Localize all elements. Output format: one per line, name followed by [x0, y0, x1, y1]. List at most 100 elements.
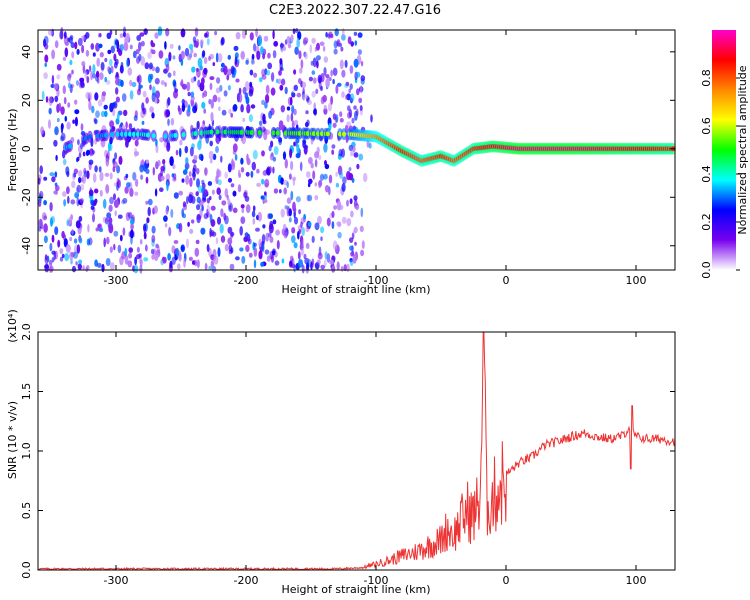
- spectrogram-noise-mark: [280, 105, 285, 113]
- spectrogram-noise-mark: [78, 152, 82, 158]
- spectrogram-noise-mark: [174, 88, 178, 93]
- spectrogram-noise-mark: [250, 59, 255, 65]
- spectrogram-noise-mark: [151, 112, 155, 119]
- spectrogram-noise-mark: [267, 62, 273, 70]
- spectrogram-noise-mark: [56, 88, 60, 97]
- spectrogram-noise-mark: [155, 144, 159, 154]
- spectrogram-noise-mark: [151, 234, 156, 243]
- spectrogram-noise-mark: [208, 150, 214, 161]
- snr-x-axis-label: Height of straight line (km): [281, 583, 430, 596]
- spectrogram-noise-mark: [199, 39, 204, 46]
- spectrogram-noise-mark: [74, 109, 80, 115]
- spectrogram-noise-mark: [45, 96, 49, 103]
- spectrogram-noise-mark: [62, 191, 67, 197]
- spectrogram-noise-mark: [182, 213, 187, 219]
- spectrogram-noise-mark: [103, 104, 108, 110]
- spectrogram-noise-mark: [232, 143, 238, 153]
- spectrogram-noise-mark: [316, 259, 321, 265]
- spectrogram-noise-mark: [135, 254, 141, 260]
- spectrogram-noise-mark: [290, 112, 294, 122]
- spectrogram-noise-mark: [209, 76, 215, 81]
- spectrogram-noise-mark: [307, 194, 313, 202]
- spectrogram-noise-mark: [172, 70, 176, 77]
- spectrogram-noise-mark: [164, 82, 167, 87]
- spectrogram-noise-mark: [286, 181, 289, 189]
- spectrogram-noise-mark: [59, 248, 64, 255]
- spectrogram-noise-mark: [159, 187, 164, 192]
- spectrogram-noise-mark: [41, 90, 45, 101]
- spectrogram-noise-mark: [336, 200, 342, 211]
- spectrogram-noise-mark: [67, 82, 71, 89]
- spectrogram-noise-mark: [360, 207, 364, 218]
- spectrogram-noise-mark: [108, 204, 113, 212]
- spectrogram-noise-mark: [263, 199, 268, 203]
- spectrogram-noise-mark: [287, 43, 292, 49]
- spectrogram-noise-mark: [370, 114, 373, 123]
- spectrogram-noise-mark: [121, 251, 126, 260]
- spectrogram-noise-mark: [260, 261, 264, 267]
- spectrogram-noise-mark: [260, 46, 264, 55]
- spectrogram-noise-mark: [114, 39, 119, 46]
- spectrogram-noise-mark: [272, 250, 276, 256]
- snr-x-tick-label: 0: [503, 574, 510, 587]
- spectrogram-noise-mark: [56, 63, 62, 71]
- spectrogram-noise-mark: [296, 143, 300, 154]
- spectrogram-noise-mark: [43, 235, 48, 244]
- spectrogram-noise-mark: [341, 91, 345, 98]
- spectrogram-noise-mark: [71, 265, 77, 273]
- spectrogram-noise-mark: [85, 49, 90, 57]
- spectrogram-noise-mark: [301, 264, 305, 274]
- spectrogram-noise-mark: [245, 204, 251, 214]
- spectrogram-noise-mark: [162, 159, 166, 165]
- spectrogram-noise-mark: [132, 171, 137, 181]
- spectrogram-noise-mark: [189, 228, 194, 234]
- spectrogram-noise-mark: [303, 253, 307, 260]
- spectrogram-noise-mark: [194, 247, 200, 257]
- spectrogram-noise-mark: [203, 56, 208, 65]
- spectrogram-noise-mark: [66, 186, 70, 195]
- colorbar-ticks: 0.0 0.2 0.4 0.6 0.8: [700, 69, 740, 279]
- spectrogram-noise-mark: [117, 244, 122, 254]
- spectrogram-ridge-mark: [215, 129, 220, 135]
- spectrogram-noise-mark: [348, 167, 352, 172]
- spectrogram-noise-mark: [136, 56, 140, 64]
- spectrogram-noise-mark: [354, 110, 358, 121]
- spectrogram-ridge-mark: [209, 129, 214, 135]
- spectrogram-noise-mark: [88, 65, 92, 72]
- spectrogram-noise-mark: [178, 45, 181, 51]
- spectrogram-noise-mark: [71, 69, 74, 75]
- spectrogram-noise-mark: [203, 67, 208, 75]
- spectrogram-noise-mark: [241, 255, 246, 264]
- snr-y-tick-label: 1.0: [20, 442, 33, 460]
- spectrogram-noise-mark: [53, 250, 56, 261]
- spectrogram-noise-mark: [166, 142, 171, 152]
- spectrogram-noise-mark: [110, 45, 116, 54]
- spectrogram-noise-mark: [204, 32, 208, 38]
- spectrogram-noise-mark: [138, 84, 143, 89]
- spectrogram-noise-mark: [265, 94, 270, 104]
- spectrogram-noise-mark: [76, 157, 79, 163]
- spectrogram-noise-mark: [148, 62, 153, 70]
- spectrogram-noise-mark: [252, 205, 256, 212]
- spectrogram-ridge-mark: [271, 130, 276, 136]
- spectrogram-noise-mark: [312, 57, 317, 68]
- spectrogram-noise-mark: [325, 78, 330, 88]
- spectrogram-noise-mark: [290, 190, 294, 201]
- spectrogram-noise-mark: [298, 259, 303, 268]
- spectrogram-noise-mark: [278, 70, 282, 76]
- spectrogram-noise-mark: [307, 221, 312, 227]
- spectrogram-noise-mark: [106, 212, 112, 219]
- spectrogram-noise-mark: [268, 145, 272, 152]
- spectrogram-noise-mark: [43, 223, 48, 233]
- spectrogram-noise-mark: [109, 120, 115, 128]
- spectrogram-noise-mark: [67, 102, 71, 108]
- spectrogram-noise-mark: [290, 255, 294, 262]
- spectrogram-noise-mark: [331, 221, 335, 230]
- spectrogram-noise-mark: [261, 99, 266, 106]
- spectrogram-noise-mark: [143, 163, 147, 172]
- snr-panel: -300 -200 -100 0 100 0.0 0.5 1.0 1.5 2.0 Height …: [6, 309, 676, 596]
- spectrogram-noise-mark: [339, 111, 343, 118]
- spectrogram-noise-mark: [238, 93, 243, 103]
- spectrogram-noise-mark: [283, 187, 288, 195]
- spectrogram-noise-mark: [346, 218, 352, 227]
